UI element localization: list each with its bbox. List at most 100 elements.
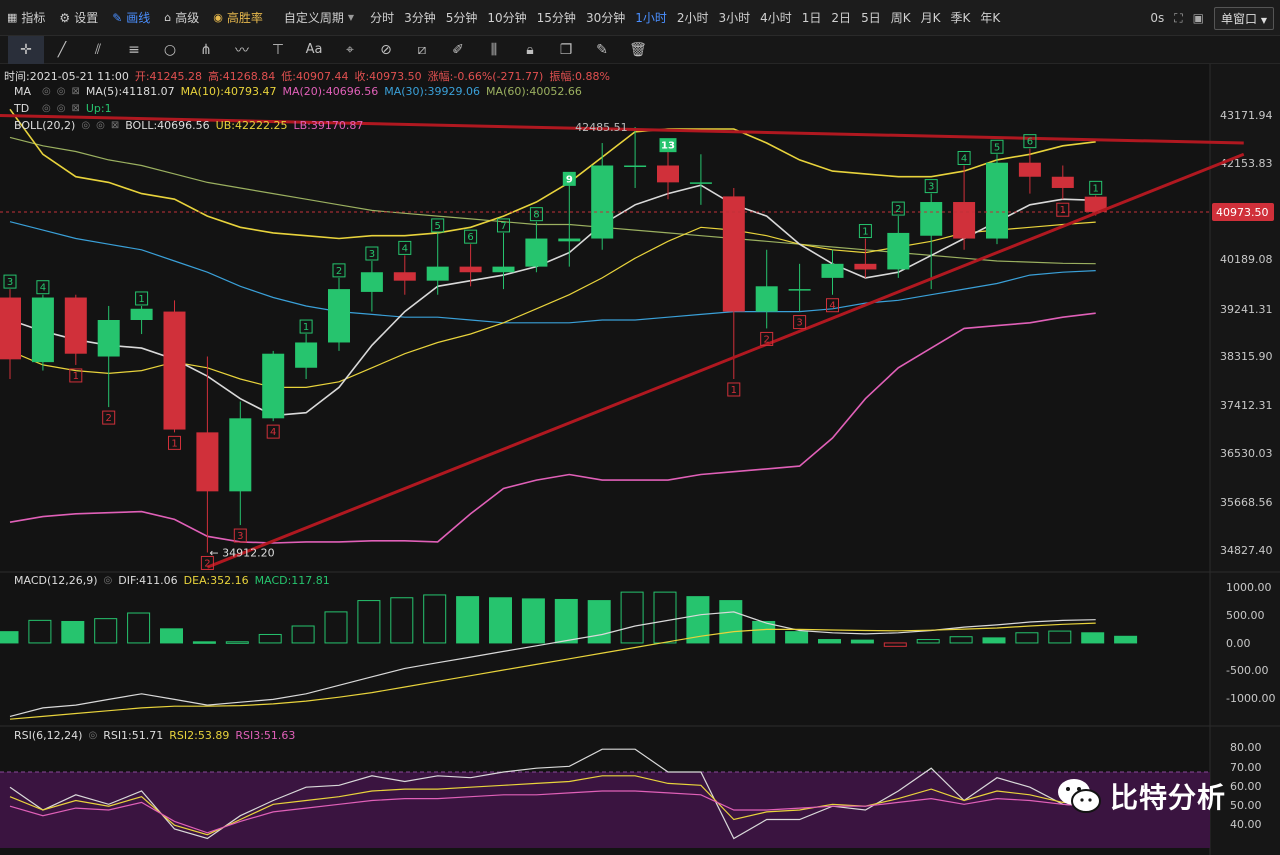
settings-icon[interactable]: ◎ (103, 575, 113, 586)
macd-bar (620, 591, 644, 644)
rsi1-line (9, 748, 1096, 840)
rsi-band (0, 772, 1210, 848)
eye-icon[interactable]: ◎ (42, 103, 51, 114)
period-tab-13[interactable]: 周K (890, 11, 911, 25)
eye-hide-icon[interactable]: ⊘ (380, 41, 392, 58)
period-tab-12[interactable]: 5日 (861, 11, 881, 25)
indicator-button[interactable]: ▦ 指标 (0, 0, 52, 36)
window-mode-button[interactable]: 单窗口 ▼ (1214, 6, 1274, 30)
period-tab-3[interactable]: 10分钟 (487, 11, 527, 25)
candle-body (328, 289, 350, 343)
advanced-label: 高级 (175, 11, 200, 25)
eye-icon[interactable]: ◎ (81, 120, 91, 131)
period-tab-11[interactable]: 2日 (831, 11, 852, 25)
settings-icon[interactable]: ◎ (56, 86, 66, 97)
macd-tick-label: -500.00 (1226, 664, 1268, 677)
price-axis-bg (1210, 64, 1280, 855)
td-marker-text: 1 (73, 371, 79, 382)
period-tab-10[interactable]: 1日 (801, 11, 822, 25)
advanced-button[interactable]: ⌂ 高级 (157, 0, 206, 36)
rsi-tick-label: 50.00 (1230, 799, 1262, 812)
td-marker (1023, 134, 1037, 149)
macd-bar (1015, 632, 1039, 644)
close-icon[interactable]: ⊠ (71, 86, 80, 97)
candle-body (1051, 176, 1074, 188)
td-marker-text: 9 (566, 174, 573, 185)
candle-body (64, 297, 87, 354)
td-marker (135, 291, 149, 306)
screenshot-icon[interactable]: ▣ (1192, 11, 1204, 25)
trash-icon[interactable]: 🗑︎ (629, 41, 647, 58)
settings-icon[interactable]: ◎ (88, 730, 98, 741)
rsi-tick-label: 60.00 (1230, 780, 1262, 793)
candle-body (788, 289, 811, 291)
td-marker (497, 218, 510, 233)
td-marker-text: 1 (303, 322, 309, 333)
rsi-tick-label: 80.00 (1230, 741, 1262, 754)
lock-icon[interactable]: 🔒︎ (526, 41, 534, 58)
macd-bar (785, 631, 809, 644)
pencil-icon: ✎ (112, 10, 123, 25)
copy-icon[interactable]: ❐ (559, 41, 573, 58)
period-tab-9[interactable]: 4小时 (760, 11, 792, 25)
parallel-lines-icon[interactable]: ⫽ (94, 41, 102, 58)
td-marker-text: 2 (764, 334, 770, 345)
td-marker-text: 2 (895, 204, 901, 215)
period-tab-6[interactable]: 1小时 (635, 11, 667, 25)
candle-body (986, 162, 1008, 239)
td-marker (200, 555, 214, 570)
period-tab-4[interactable]: 15分钟 (536, 11, 576, 25)
kline-chart[interactable]: 43171.9442153.8341150.7340189.0839241.31… (0, 64, 1280, 855)
td-marker (858, 224, 872, 239)
settings-icon[interactable]: ◎ (56, 103, 66, 114)
macd-bar (1048, 630, 1072, 644)
td-marker-text: 5 (994, 142, 1000, 153)
horizontal-line-icon[interactable]: ≡ (128, 41, 140, 58)
magnet-icon[interactable]: ⌖ (346, 41, 354, 58)
td-marker (891, 201, 905, 216)
draw-label: 画线 (126, 11, 151, 25)
period-tab-2[interactable]: 5分钟 (445, 11, 478, 25)
period-tab-0[interactable]: 分时 (370, 11, 395, 25)
period-tab-1[interactable]: 3分钟 (404, 11, 436, 25)
macd-tick-label: 0.00 (1226, 637, 1251, 650)
period-tab-15[interactable]: 季K (950, 11, 971, 25)
win-rate-label: 高胜率 (226, 11, 263, 25)
trendline-icon[interactable]: ╱ (57, 41, 67, 58)
macd-dif-line (9, 611, 1096, 717)
candle-style-icon[interactable]: ⫼ (490, 41, 498, 58)
fork-icon[interactable]: ⋔ (200, 41, 212, 58)
period-tab-5[interactable]: 30分钟 (585, 11, 626, 25)
close-icon[interactable]: ⊠ (71, 103, 80, 114)
settings-button[interactable]: ⚙ 设置 (52, 0, 105, 36)
custom-period-dropdown[interactable]: 自定义周期 ▼ (270, 0, 361, 36)
high-value: 高:41268.84 (208, 70, 276, 83)
period-tab-8[interactable]: 3小时 (718, 11, 751, 25)
candle-body (821, 263, 844, 278)
text-icon[interactable]: Aa (305, 42, 323, 57)
indicator-label: 指标 (21, 11, 46, 25)
settings-icon[interactable]: ◎ (96, 120, 105, 131)
td-marker (562, 171, 576, 186)
ma10-value: MA(10):40793.47 (180, 85, 277, 98)
rsi3-line (9, 790, 1096, 834)
period-tab-14[interactable]: 月K (920, 11, 941, 25)
period-tab-7[interactable]: 2小时 (676, 11, 709, 25)
ruler-icon[interactable]: ⧄ (417, 41, 427, 58)
fullscreen-icon[interactable]: ⛶ (1174, 10, 1183, 25)
ellipse-icon[interactable]: ○ (163, 41, 177, 58)
macd-bar (554, 598, 578, 644)
close-icon[interactable]: ⊠ (110, 120, 120, 131)
edit-icon[interactable]: ✎ (596, 41, 608, 58)
macd-bar (127, 612, 151, 644)
brush-icon[interactable]: ✐ (452, 41, 464, 58)
crosshair-icon[interactable]: ✛ (8, 35, 44, 64)
win-rate-button[interactable]: ◉ 高胜率 (206, 0, 270, 36)
period-tab-16[interactable]: 年K (980, 11, 1001, 25)
wave-icon[interactable]: 〰 (235, 42, 249, 59)
rsi1-value: RSI1:51.71 (103, 729, 164, 742)
eye-icon[interactable]: ◎ (42, 86, 51, 97)
draw-button[interactable]: ✎ 画线 (105, 0, 157, 36)
td-marker-text: 7 (500, 221, 506, 232)
fibonacci-icon[interactable]: ⊤ (271, 41, 285, 58)
